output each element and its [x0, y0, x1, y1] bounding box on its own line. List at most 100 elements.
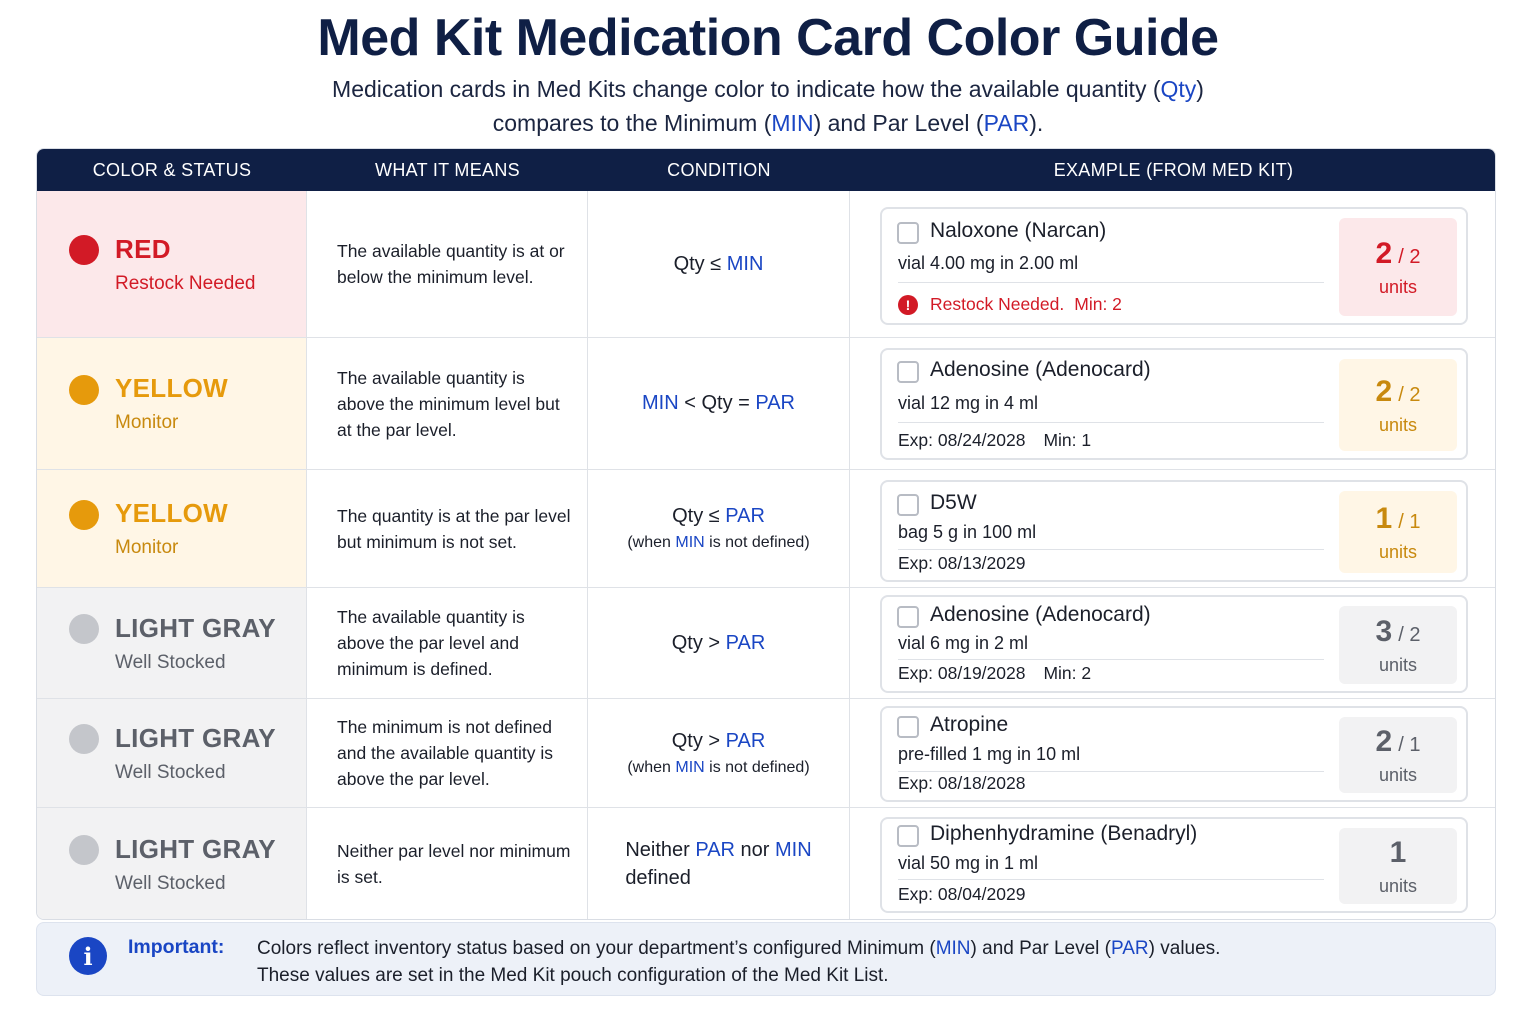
quantity-badge: 2/ 2 units: [1339, 218, 1457, 316]
status-name: YELLOW: [115, 498, 229, 528]
meaning-text: The available quantity is at or below th…: [337, 241, 565, 287]
med-expiration: Exp: 08/18/2028: [898, 773, 1025, 794]
header-example: EXAMPLE (FROM MED KIT): [1053, 159, 1294, 180]
status-cell: LIGHT GRAY Well Stocked: [37, 808, 307, 919]
med-expiration: Exp: 08/19/2028 Min: 2: [898, 663, 1091, 684]
quantity-unit: units: [1378, 764, 1418, 785]
status-dot: [69, 724, 99, 754]
header-color-status: COLOR & STATUS: [92, 159, 252, 180]
status-text-group: YELLOW Monitor: [115, 498, 228, 559]
medication-description: vial 4.00 mg in 2.00 ml: [898, 253, 1079, 273]
med-expiration: Exp: 08/04/2029: [898, 884, 1025, 905]
card-checkbox[interactable]: [897, 825, 919, 847]
example-cell: Atropine pre-filled 1 mg in 10 ml Exp: 0…: [850, 699, 1495, 807]
important-line-2: These values are set in the Med Kit pouc…: [257, 965, 889, 986]
medication-name: Diphenhydramine (Benadryl): [930, 822, 1198, 845]
meaning-text: The minimum is not defined and the avail…: [337, 717, 553, 789]
condition-text: defined: [625, 867, 691, 889]
par-value: / 2: [1398, 245, 1421, 268]
condition-keyword: MIN: [675, 534, 705, 551]
card-checkbox[interactable]: [897, 494, 919, 516]
table-row: LIGHT GRAY Well Stocked Neither par leve…: [37, 808, 1495, 919]
status-cell: YELLOW Monitor: [37, 470, 307, 587]
medication-card[interactable]: Diphenhydramine (Benadryl) vial 50 mg in…: [880, 817, 1468, 913]
subtitle-text: ).: [1029, 110, 1044, 136]
quantity-number: 2: [1375, 374, 1393, 408]
condition-keyword: PAR: [725, 729, 766, 752]
expiration-date: Exp: 08/24/2028: [898, 430, 1026, 450]
medication-card[interactable]: Adenosine (Adenocard) vial 12 mg in 4 ml…: [880, 348, 1468, 460]
example-cell: Adenosine (Adenocard) vial 6 mg in 2 ml …: [850, 588, 1495, 698]
status-text-group: RED Restock Needed: [115, 234, 255, 295]
example-cell: Diphenhydramine (Benadryl) vial 50 mg in…: [850, 808, 1495, 919]
card-checkbox[interactable]: [897, 716, 919, 738]
condition-keyword: MIN: [675, 758, 705, 776]
condition-cell: Qty ≤ PAR (when MIN is not defined): [588, 470, 850, 587]
important-text-part: Colors reflect inventory status based on…: [257, 938, 936, 959]
expiration-date: Exp: 08/19/2028: [898, 663, 1026, 683]
status-dot: [69, 614, 99, 644]
medication-card[interactable]: Atropine pre-filled 1 mg in 10 ml Exp: 0…: [880, 706, 1468, 802]
meaning-text: The available quantity is above the par …: [337, 607, 525, 679]
subtitle-line-2: compares to the Minimum (MIN) and Par Le…: [0, 106, 1536, 140]
status-name: RED: [115, 233, 171, 264]
medication-name: Adenosine (Adenocard): [930, 358, 1151, 381]
condition-cell: Qty ≤ MIN: [588, 191, 850, 337]
condition-keyword: PAR: [755, 392, 795, 414]
condition-formula: Qty ≤ PAR: [672, 505, 765, 528]
card-checkbox[interactable]: [897, 222, 919, 244]
card-checkbox[interactable]: [897, 606, 919, 628]
meaning-text: Neither par level nor minimum is set.: [337, 841, 571, 887]
table-row: LIGHT GRAY Well Stocked The available qu…: [37, 588, 1495, 699]
condition-note: (when MIN is not defined): [627, 759, 809, 777]
card-checkbox[interactable]: [897, 361, 919, 383]
par-value: / 1: [1398, 510, 1421, 533]
header-what-it-means: WHAT IT MEANS: [375, 159, 520, 180]
condition-keyword: PAR: [695, 839, 735, 861]
page-subtitle: Medication cards in Med Kits change colo…: [0, 72, 1536, 140]
example-cell: Naloxone (Narcan) vial 4.00 mg in 2.00 m…: [850, 191, 1495, 337]
quantity-badge: 2/ 2 units: [1339, 359, 1457, 451]
quantity-unit: units: [1378, 875, 1418, 896]
subtitle-text: ) and Par Level (: [813, 110, 984, 136]
important-label: Important:: [128, 936, 225, 958]
condition-keyword: PAR: [725, 631, 766, 654]
subtitle-text: ): [1196, 76, 1204, 102]
condition-note-text: is not defined): [704, 758, 810, 776]
status-subtitle: Monitor: [115, 537, 179, 558]
status-cell: RED Restock Needed: [37, 191, 307, 337]
min-value: Min: 2: [1043, 663, 1092, 683]
quantity-number: 2: [1375, 236, 1393, 270]
expiration-date: Exp: 08/04/2029: [898, 884, 1026, 904]
par-value: / 2: [1398, 623, 1421, 646]
card-divider: [898, 422, 1324, 423]
medication-card[interactable]: Naloxone (Narcan) vial 4.00 mg in 2.00 m…: [880, 207, 1468, 325]
important-text-part: ) values.: [1148, 938, 1221, 959]
quantity-number: 3: [1375, 614, 1393, 648]
status-subtitle: Restock Needed: [115, 272, 256, 294]
medication-card[interactable]: D5W bag 5 g in 100 ml Exp: 08/13/2029 1/…: [880, 480, 1468, 582]
condition-text: Qty ≤: [673, 252, 727, 275]
condition-keyword: PAR: [725, 505, 765, 527]
condition-formula: Qty > PAR: [672, 730, 766, 753]
status-subtitle: Well Stocked: [115, 872, 226, 894]
example-cell: Adenosine (Adenocard) vial 12 mg in 4 ml…: [850, 338, 1495, 469]
table-row: YELLOW Monitor The quantity is at the pa…: [37, 470, 1495, 588]
medication-name: Adenosine (Adenocard): [930, 603, 1151, 626]
subtitle-line-1: Medication cards in Med Kits change colo…: [0, 72, 1536, 106]
medication-name: Atropine: [930, 713, 1009, 736]
important-text: Colors reflect inventory status based on…: [257, 935, 1477, 989]
quantity-badge: 2/ 1 units: [1339, 717, 1457, 793]
status-dot: [69, 499, 99, 530]
table-row: RED Restock Needed The available quantit…: [37, 191, 1495, 338]
medication-card[interactable]: Adenosine (Adenocard) vial 6 mg in 2 ml …: [880, 595, 1468, 693]
expiration-date: Exp: 08/18/2028: [898, 773, 1026, 793]
card-divider: [898, 282, 1324, 283]
meaning-cell: The available quantity is above the par …: [307, 588, 588, 698]
quantity-value: 3/ 2: [1376, 615, 1421, 649]
important-keyword-par: PAR: [1110, 938, 1149, 959]
condition-note-text: is not defined): [704, 534, 810, 551]
condition-formula: Neither PAR nor MIN defined: [625, 836, 811, 892]
subtitle-text: compares to the Minimum (: [492, 110, 772, 136]
status-text-group: LIGHT GRAY Well Stocked: [115, 834, 276, 895]
